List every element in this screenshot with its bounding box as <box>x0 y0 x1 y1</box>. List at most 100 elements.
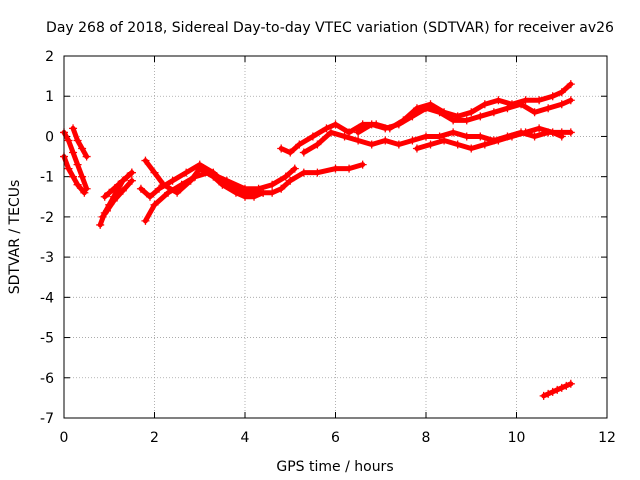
y-tick-label: -1 <box>40 170 54 186</box>
data-point <box>489 108 498 117</box>
data-point <box>96 220 105 229</box>
data-point <box>277 144 286 153</box>
data-point <box>64 164 73 173</box>
data-point <box>562 381 571 390</box>
series-trace <box>278 81 574 156</box>
series-arc-8 <box>141 164 299 225</box>
data-point <box>494 96 503 105</box>
data-point <box>476 112 485 121</box>
data-point <box>64 136 73 145</box>
data-point <box>535 96 544 105</box>
data-point <box>557 100 566 109</box>
y-tick-label: 1 <box>45 89 54 105</box>
series-arc-2 <box>60 152 89 197</box>
data-point <box>557 383 566 392</box>
data-point <box>177 180 186 189</box>
y-tick-label: 2 <box>45 49 54 65</box>
series-arc-10 <box>277 80 575 157</box>
data-point <box>354 136 363 145</box>
data-point <box>449 116 458 125</box>
data-point <box>69 148 78 157</box>
data-point <box>82 152 91 161</box>
data-point <box>381 124 390 133</box>
x-tick-label: 6 <box>331 430 340 446</box>
data-point <box>150 168 159 177</box>
data-point <box>195 160 204 169</box>
series-trace <box>138 162 266 200</box>
data-point <box>544 389 553 398</box>
data-point <box>136 184 145 193</box>
data-point <box>322 124 331 133</box>
data-point <box>281 172 290 181</box>
data-point <box>544 104 553 113</box>
data-point <box>449 128 458 137</box>
data-point <box>141 156 150 165</box>
plot-frame <box>63 55 608 419</box>
data-point <box>476 132 485 141</box>
data-point <box>105 188 114 197</box>
data-point <box>98 212 107 221</box>
y-axis-label: SDTVAR / TECUs <box>7 180 23 295</box>
data-point <box>412 144 421 153</box>
data-point <box>367 140 376 149</box>
data-point <box>268 180 277 189</box>
x-tick-label: 2 <box>150 430 159 446</box>
series-arc-9 <box>136 160 268 201</box>
data-point <box>422 104 430 113</box>
data-point <box>566 80 575 89</box>
data-point <box>394 140 403 149</box>
series-trace <box>414 125 565 152</box>
data-point <box>286 148 295 157</box>
data-point <box>426 100 435 109</box>
data-point <box>548 92 557 101</box>
data-point <box>268 188 277 197</box>
data-point <box>340 132 349 141</box>
x-tick-label: 8 <box>422 430 431 446</box>
data-point <box>517 100 526 109</box>
data-point <box>548 387 557 396</box>
data-point <box>118 186 127 195</box>
data-point <box>566 128 575 137</box>
series-arc-14 <box>539 379 575 400</box>
data-point <box>467 144 476 153</box>
data-point <box>308 132 317 141</box>
data-point <box>557 88 566 97</box>
data-point <box>141 216 150 225</box>
data-point <box>467 108 476 117</box>
x-tick-label: 12 <box>598 430 616 446</box>
data-point <box>381 136 390 145</box>
y-tick-label: -2 <box>40 210 54 226</box>
data-layer <box>60 80 575 400</box>
data-point <box>408 136 417 145</box>
data-point <box>367 120 376 129</box>
data-point <box>313 140 322 149</box>
data-point <box>241 188 249 197</box>
series-arc-6 <box>98 176 136 221</box>
y-tick-label: -3 <box>40 250 54 266</box>
data-point <box>109 196 118 205</box>
series-arc-3 <box>69 124 91 161</box>
data-point <box>209 168 218 177</box>
data-point <box>299 148 308 157</box>
data-point <box>480 140 489 149</box>
chart-title: Day 268 of 2018, Sidereal Day-to-day VTE… <box>46 20 614 36</box>
data-point <box>530 132 539 141</box>
data-point <box>507 132 516 141</box>
data-point <box>313 168 322 177</box>
data-point <box>286 176 295 185</box>
data-point <box>78 172 87 181</box>
data-point <box>78 144 87 153</box>
data-point <box>480 100 489 109</box>
data-point <box>326 128 335 137</box>
series-trace <box>61 129 90 192</box>
data-point <box>345 128 354 137</box>
data-point <box>566 96 575 105</box>
data-point <box>521 128 530 137</box>
x-tick-label: 4 <box>241 430 250 446</box>
data-point <box>295 140 304 149</box>
data-point <box>394 120 403 129</box>
data-point <box>548 128 557 137</box>
data-point <box>155 184 164 193</box>
series-trace <box>70 125 90 160</box>
data-point <box>259 188 268 197</box>
